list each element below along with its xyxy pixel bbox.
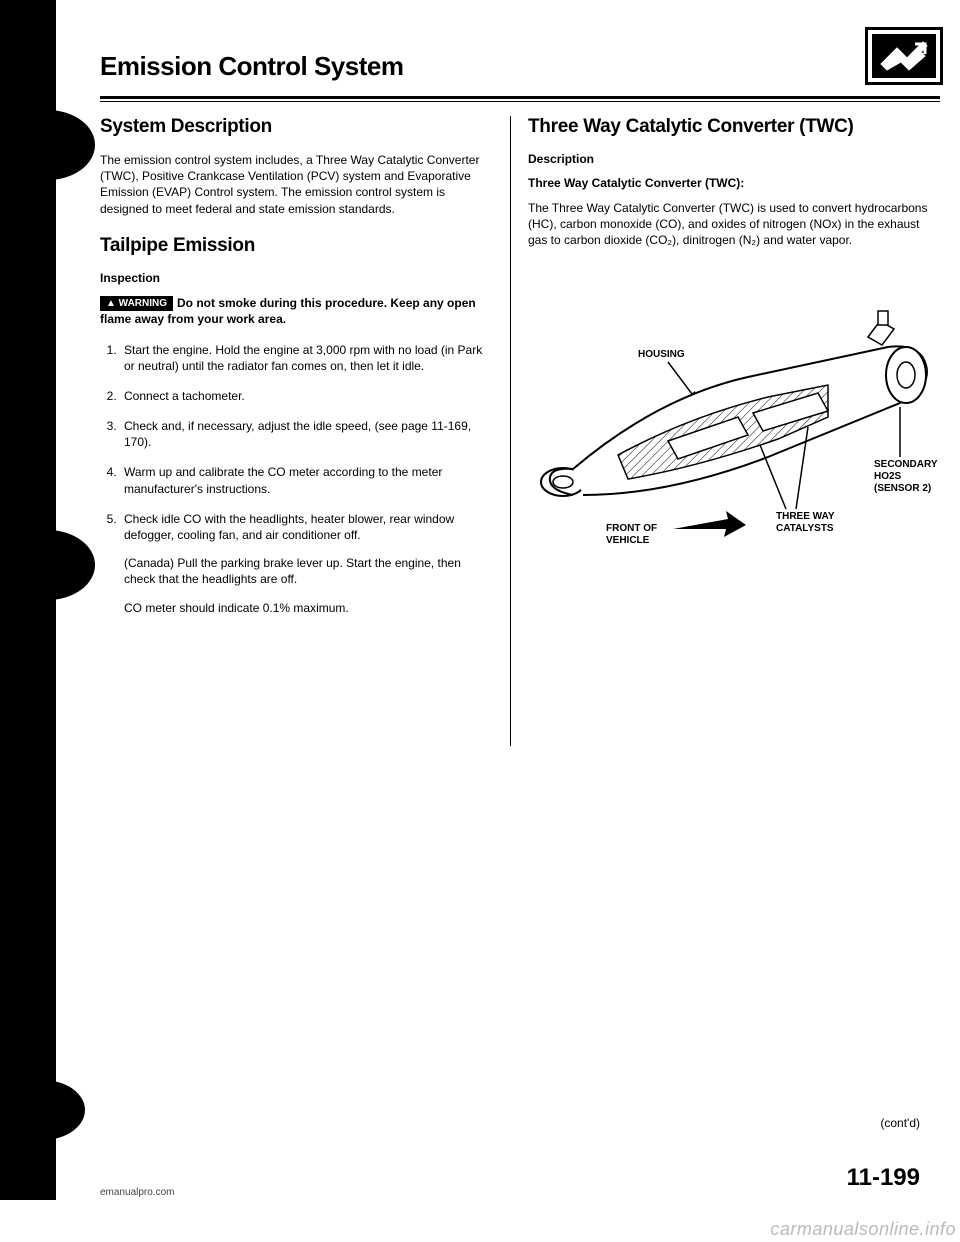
converter-body [541, 311, 927, 496]
subheading-description: Description [528, 152, 930, 166]
footer-source: emanualpro.com [100, 1187, 174, 1198]
label-secondary-l1: SECONDARY [874, 459, 938, 470]
label-front-l2: VEHICLE [606, 535, 650, 546]
step-item: Connect a tachometer. [120, 388, 492, 404]
label-secondary-l3: (SENSOR 2) [874, 483, 931, 494]
rule-thick [100, 96, 940, 99]
heading-twc: Three Way Catalytic Converter (TWC) [528, 116, 930, 138]
subheading-inspection: Inspection [100, 271, 492, 285]
heading-system-description: System Description [100, 116, 492, 138]
label-threeway-l2: CATALYSTS [776, 523, 834, 534]
page-title: Emission Control System [100, 51, 403, 82]
step-text: Start the engine. Hold the engine at 3,0… [124, 343, 482, 373]
front-arrow-icon [673, 511, 746, 537]
page-header: Emission Control System [100, 30, 940, 90]
label-housing: HOUSING [638, 349, 685, 360]
steps-list: Start the engine. Hold the engine at 3,0… [100, 342, 492, 616]
para-twc: The Three Way Catalytic Converter (TWC) … [528, 200, 930, 249]
page-number: 11-199 [847, 1164, 920, 1192]
para-system-description: The emission control system includes, a … [100, 152, 492, 217]
manual-logo [868, 30, 940, 82]
step-text: Check and, if necessary, adjust the idle… [124, 419, 471, 449]
subheading-twc: Three Way Catalytic Converter (TWC): [528, 176, 930, 190]
contd-label: (cont'd) [880, 1116, 920, 1130]
step-text: Connect a tachometer. [124, 389, 245, 403]
right-column: Three Way Catalytic Converter (TWC) Desc… [510, 116, 930, 630]
binder-tab [0, 530, 95, 600]
label-threeway-l1: THREE WAY [776, 511, 835, 522]
heading-tailpipe: Tailpipe Emission [100, 235, 492, 257]
step-item: Check idle CO with the headlights, heate… [120, 511, 492, 616]
step-text: Check idle CO with the headlights, heate… [124, 512, 454, 542]
binder-edge [0, 0, 56, 1200]
warning-block: ▲ WARNINGDo not smoke during this proced… [100, 295, 492, 328]
step-item: Warm up and calibrate the CO meter accor… [120, 464, 492, 496]
step-note: (Canada) Pull the parking brake lever up… [124, 555, 492, 587]
binder-tab [0, 110, 95, 180]
page-content: Emission Control System System Descripti… [100, 30, 940, 1210]
two-column-layout: System Description The emission control … [100, 116, 940, 630]
binder-tab [0, 1080, 85, 1140]
left-column: System Description The emission control … [100, 116, 510, 630]
twc-diagram: HOUSING [528, 267, 930, 572]
watermark: carmanualsonline.info [770, 1219, 956, 1240]
step-note: CO meter should indicate 0.1% maximum. [124, 600, 492, 616]
warning-badge: ▲ WARNING [100, 296, 173, 312]
label-front-l1: FRONT OF [606, 523, 657, 534]
step-item: Start the engine. Hold the engine at 3,0… [120, 342, 492, 374]
label-secondary-l2: HO2S [874, 471, 902, 482]
step-item: Check and, if necessary, adjust the idle… [120, 418, 492, 450]
rule-thin [100, 101, 940, 102]
step-text: Warm up and calibrate the CO meter accor… [124, 465, 442, 495]
column-divider [510, 116, 511, 746]
